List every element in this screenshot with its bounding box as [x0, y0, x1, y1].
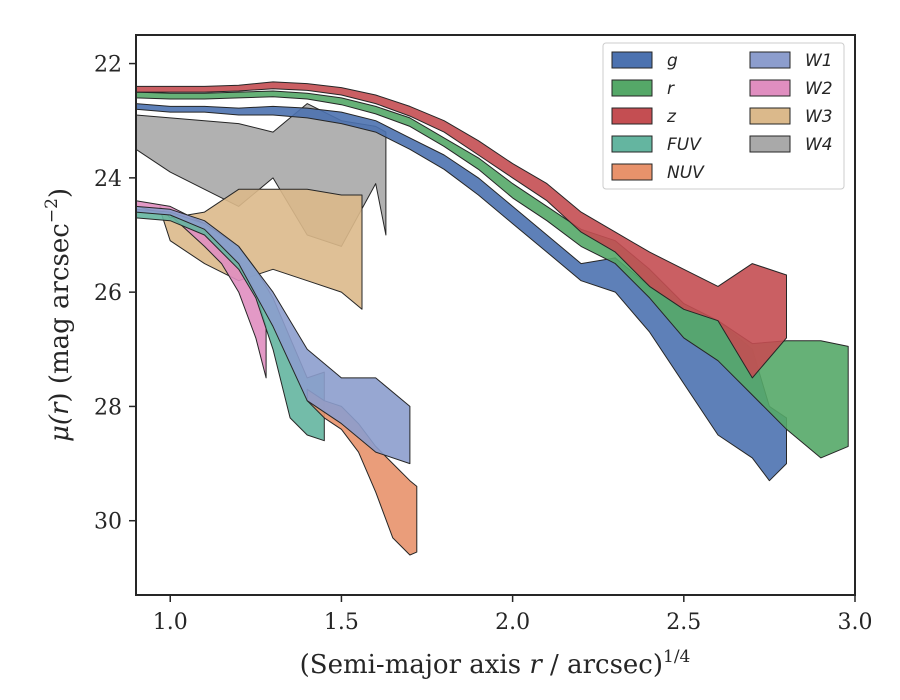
legend-label-w4: W4 — [805, 135, 833, 155]
legend-label-g: g — [667, 51, 678, 71]
y-tick-label: 28 — [94, 395, 122, 420]
legend-label-w2: W2 — [805, 79, 833, 99]
y-axis-label-variable: r — [45, 401, 75, 415]
legend-swatch-fuv — [611, 135, 653, 153]
legend-label-w1: W1 — [805, 51, 833, 71]
x-tick-label: 2.5 — [666, 610, 701, 635]
legend-label-w3: W3 — [805, 107, 833, 127]
legend-swatch-g — [611, 51, 653, 69]
series-layer — [135, 81, 849, 556]
x-axis-label-part: (Semi-major axis — [300, 650, 530, 680]
ticks-layer: 1.0 1.5 2.0 2.5 3.0 22 24 26 28 30 — [94, 53, 873, 635]
band-z — [135, 81, 787, 379]
legend: grz FUV NUV W1 W2 W3 W4 — [602, 42, 845, 190]
plot-frame — [135, 34, 856, 596]
legend-swatch-z — [611, 107, 653, 125]
x-tick-label: 3.0 — [838, 610, 873, 635]
band-w3 — [159, 188, 363, 310]
y-tick-label: 30 — [94, 510, 122, 535]
legend-label-fuv: FUV — [667, 135, 702, 155]
legend-swatch-nuv — [611, 163, 653, 181]
legend-label-z: z — [666, 107, 677, 127]
x-axis-label-exponent: 1/4 — [663, 647, 690, 667]
x-tick-label: 2.0 — [495, 610, 530, 635]
legend-swatch-w1 — [749, 51, 791, 69]
y-tick-label: 24 — [94, 167, 122, 192]
band-w1 — [135, 205, 411, 465]
x-tick-label: 1.0 — [153, 610, 188, 635]
x-tick-label: 1.5 — [324, 610, 359, 635]
y-tick-label: 22 — [94, 53, 122, 78]
y-axis-label-symbol: μ( — [45, 414, 75, 442]
y-axis-label-exponent: −2 — [42, 198, 62, 223]
legend-swatch-w2 — [749, 79, 791, 97]
legend-label-nuv: NUV — [667, 163, 705, 183]
legend-swatch-w3 — [749, 107, 791, 125]
x-axis-label-part: / arcsec) — [542, 650, 663, 680]
legend-swatch-r — [611, 79, 653, 97]
x-axis-label: (Semi-major axis r / arcsec)1/4 — [300, 647, 691, 680]
y-tick-label: 26 — [94, 281, 122, 306]
y-axis-label: μ(r) (mag arcsec−2) — [42, 188, 75, 442]
y-axis-label-part: ) — [45, 188, 75, 198]
x-axis-label-variable: r — [529, 650, 543, 680]
legend-swatch-w4 — [749, 135, 791, 153]
y-axis-label-part: ) (mag arcsec — [45, 223, 75, 402]
legend-label-r: r — [667, 79, 675, 99]
band-r — [135, 90, 849, 459]
